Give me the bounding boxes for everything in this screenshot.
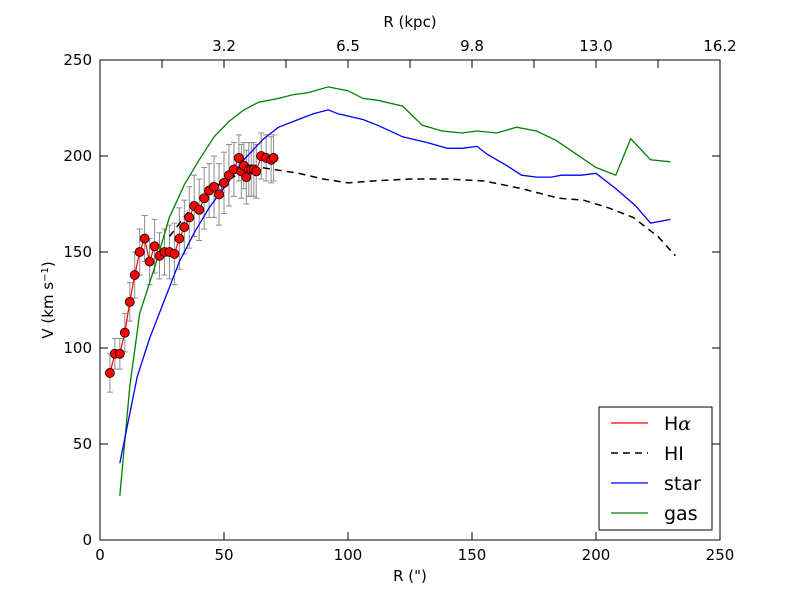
halpha-point [179, 222, 190, 232]
halpha-point [124, 297, 135, 307]
y-tick-label: 50 [73, 435, 92, 453]
y-axis-title-end: ) [39, 261, 57, 267]
legend-label-gas: gas [664, 503, 698, 525]
top-axis-title: R (kpc) [383, 13, 436, 31]
halpha-point [144, 256, 155, 267]
y-axis-title: V (km s−1) [39, 261, 57, 338]
halpha-point [139, 233, 150, 244]
plot-layer [105, 86, 676, 496]
x-tick-label: 100 [334, 546, 363, 564]
halpha-point [251, 166, 262, 177]
halpha-point [169, 249, 180, 259]
y-axis-title-sup: −1 [40, 267, 51, 282]
x-tick-label: 200 [582, 546, 611, 564]
y-tick-label: 200 [63, 147, 92, 165]
star-series-line [119, 109, 671, 464]
top-tick-label: 13.0 [579, 37, 612, 55]
tick-layer: 0 50 100 150 200 250 0 50 100 150 200 250 3.2 6.5 9.8 1… [63, 37, 736, 564]
halpha-point [105, 368, 115, 378]
legend-label-star: star [664, 473, 701, 495]
x-tick-label: 250 [706, 546, 735, 564]
halpha-point [233, 153, 244, 163]
gas-series-line [119, 86, 671, 496]
halpha-point [219, 177, 229, 188]
legend-label-halpha: Hα [664, 413, 691, 435]
x-tick-label: 50 [214, 546, 233, 564]
halpha-point [114, 348, 125, 359]
halpha-point [209, 181, 219, 192]
y-axis-title-main: V (km s [39, 282, 57, 339]
top-tick-label: 16.2 [703, 37, 736, 55]
halpha-point [184, 212, 195, 223]
legend-label-halpha-main: H [664, 413, 678, 435]
y-tick-label: 250 [63, 51, 92, 69]
halpha-point [268, 153, 279, 163]
legend-label-hi: HI [664, 443, 684, 465]
y-tick-label: 0 [82, 531, 92, 549]
top-tick-label: 3.2 [212, 37, 236, 55]
halpha-point [194, 204, 205, 215]
legend-label-halpha-greek: α [678, 413, 691, 435]
legend: Hα HI star gas [598, 406, 713, 531]
halpha-point [174, 233, 185, 244]
top-tick-label: 6.5 [336, 37, 360, 55]
halpha-point [149, 241, 160, 252]
x-tick-label: 0 [95, 546, 105, 564]
x-axis-title: R (") [393, 567, 427, 585]
x-tick-label: 150 [458, 546, 487, 564]
halpha-point [119, 327, 130, 338]
halpha-point [214, 189, 224, 200]
y-tick-label: 150 [63, 243, 92, 261]
halpha-point [134, 247, 145, 257]
halpha-point [199, 193, 210, 204]
top-tick-label: 9.8 [460, 37, 484, 55]
y-tick-label: 100 [63, 339, 92, 357]
legend-box [598, 406, 713, 531]
halpha-point [129, 270, 140, 280]
